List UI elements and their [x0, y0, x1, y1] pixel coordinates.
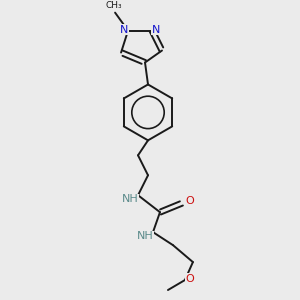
Text: O: O	[185, 274, 194, 284]
Text: O: O	[185, 196, 194, 206]
Text: N: N	[120, 25, 128, 34]
Text: NH: NH	[136, 231, 153, 241]
Text: N: N	[152, 25, 160, 34]
Text: CH₃: CH₃	[106, 1, 122, 10]
Text: NH: NH	[122, 194, 138, 204]
